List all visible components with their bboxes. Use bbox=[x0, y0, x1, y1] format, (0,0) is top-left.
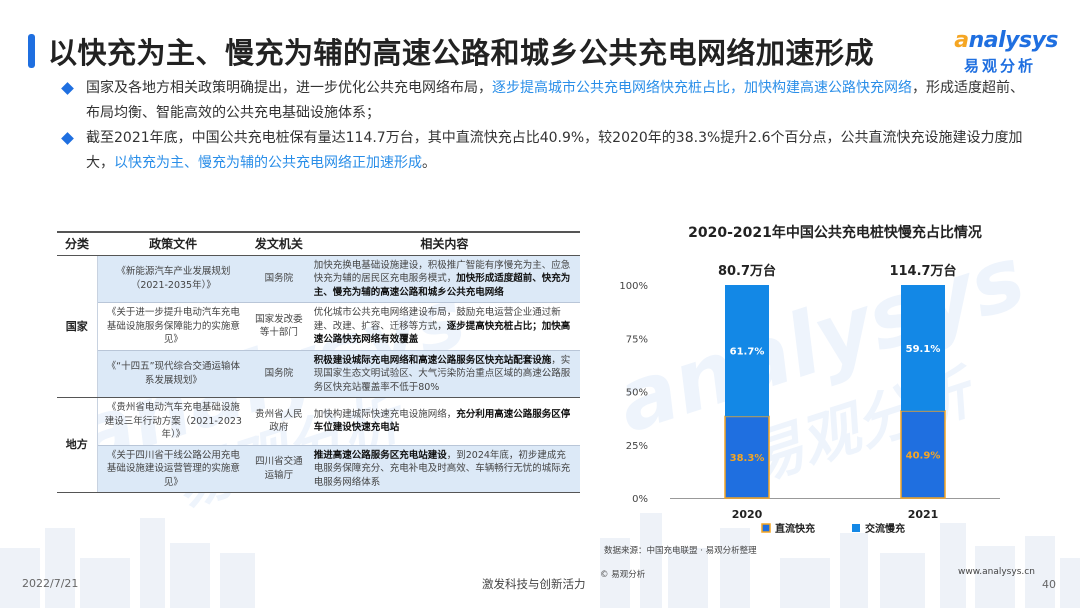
issuer-cell: 贵州省人民政府 bbox=[249, 397, 309, 446]
total-label: 80.7万台 bbox=[718, 263, 776, 279]
policy-table: 分类 政策文件 发文机关 相关内容 国家 《新能源汽车产业发展规划（2021-2… bbox=[57, 231, 580, 493]
content-bold: 推进高速公路服务区充电站建设 bbox=[313, 449, 447, 461]
chart-title: 2020-2021年中国公共充电桩快慢充占比情况 bbox=[688, 225, 982, 241]
brand-logo: analysys 易观分析 bbox=[938, 28, 1058, 80]
bullet-text: 国家及各地方相关政策明确提出，进一步优化公共充电网络布局， bbox=[86, 80, 492, 96]
summary-bullets: 国家及各地方相关政策明确提出，进一步优化公共充电网络布局，逐步提高城市公共充电网… bbox=[60, 76, 1025, 176]
content-tail: ，到2024年底，初步建成充电服务保障充分、充电补电及时高效、车辆畅行无忧的城际… bbox=[313, 449, 571, 488]
content-bold: 加快形成适度超前、快充为主、慢充为辅的高速公路和城乡公共充电网络 bbox=[313, 273, 571, 298]
content-tail: ，实现国家生态文明试验区、大气污染防治重点区域的高速公路服务区快充站覆盖率不低于… bbox=[313, 354, 571, 393]
issuer-cell: 国家发改委等十部门 bbox=[249, 302, 309, 351]
data-label: 40.9% bbox=[906, 450, 941, 461]
data-source: 数据来源：中国充电联盟 · 易观分析整理 bbox=[604, 546, 757, 556]
y-tick-label: 100% bbox=[619, 281, 648, 292]
column-header: 相关内容 bbox=[308, 231, 580, 256]
content-bold: 积极建设城际充电网络和高速公路服务区快充站配套设施 bbox=[313, 354, 552, 366]
logo-initial: a bbox=[954, 28, 969, 53]
category-cell: 地方 bbox=[57, 397, 98, 493]
content-bold: 逐步提高快充桩占比；加快高速公路快充网络有效覆盖 bbox=[313, 320, 571, 346]
bullet-highlight: 逐步提高城市公共充电网络快充桩占比，加快构建高速公路快充网络 bbox=[492, 80, 912, 96]
policy-doc-cell: 《关于进一步提升电动汽车充电基础设施服务保障能力的实施意见》 bbox=[97, 302, 250, 351]
footer-date: 2022/7/21 bbox=[22, 577, 79, 590]
table-row: 地方 《贵州省电动汽车充电基础设施建设三年行动方案（2021-2023年）》 贵… bbox=[57, 397, 580, 493]
y-tick-label: 50% bbox=[626, 388, 648, 399]
stacked-bar-chart: 0% 25% 50% 75% 100% 38.3% 61.7% 80.7万台 2020 40.9%… bbox=[619, 263, 1000, 535]
y-tick-label: 25% bbox=[626, 441, 648, 452]
content-cell: 优化城市公共充电网络建设布局，鼓励充电运营企业通过新建、改建、扩容、迁移等方式，… bbox=[308, 302, 580, 351]
page-number: 40 bbox=[1042, 578, 1056, 591]
data-label: 38.3% bbox=[730, 453, 765, 464]
content-cell: 积极建设城际充电网络和高速公路服务区快充站配套设施，实现国家生态文明试验区、大气… bbox=[308, 350, 580, 398]
footer-url: www.analysys.cn bbox=[958, 567, 1035, 577]
x-tick-label: 2020 bbox=[732, 508, 763, 521]
bullet-tail: ，形成适度超前、布局均衡、智能高效的公共充电基础设施体系； bbox=[86, 80, 1024, 121]
bullet-text: 截至2021年底，中国公共充电桩保有量达114.7万台，其中直流快充占比40.9… bbox=[86, 130, 1023, 171]
bar-segment bbox=[724, 415, 770, 499]
total-label: 114.7万台 bbox=[889, 263, 956, 279]
table-row: 《关于四川省干线公路公用充电基础设施建设运营管理的实施意见》 四川省交通运输厅 … bbox=[57, 445, 580, 493]
bullet-item: 国家及各地方相关政策明确提出，进一步优化公共充电网络布局，逐步提高城市公共充电网… bbox=[60, 76, 1025, 126]
logo-rest: nalysys bbox=[968, 28, 1059, 53]
logo-wordmark: analysys bbox=[938, 28, 1058, 53]
table-row: 《“十四五”现代综合交通运输体系发展规划》 国务院 积极建设城际充电网络和高速公… bbox=[57, 350, 580, 398]
legend-label: 直流快充 bbox=[775, 522, 815, 535]
policy-doc-cell: 《新能源汽车产业发展规划（2021-2035年）》 bbox=[97, 255, 250, 303]
y-tick-label: 0% bbox=[632, 494, 648, 505]
x-tick-label: 2021 bbox=[908, 508, 939, 521]
diamond-bullet-icon bbox=[61, 132, 74, 145]
legend-swatch bbox=[852, 524, 860, 532]
data-label: 59.1% bbox=[906, 344, 941, 355]
data-label: 61.7% bbox=[730, 347, 765, 358]
bar-segment bbox=[725, 285, 769, 417]
legend-swatch bbox=[761, 523, 771, 533]
column-header: 政策文件 bbox=[97, 231, 250, 256]
title-accent-bar bbox=[28, 34, 35, 68]
policy-doc-cell: 《关于四川省干线公路公用充电基础设施建设运营管理的实施意见》 bbox=[97, 445, 250, 493]
content-cell: 加快构建城际快速充电设施网络，充分利用高速公路服务区停车位建设快速充电站 bbox=[308, 397, 580, 446]
issuer-cell: 国务院 bbox=[249, 350, 309, 398]
issuer-cell: 四川省交通运输厅 bbox=[249, 445, 309, 493]
content-bold: 充分利用高速公路服务区停车位建设快速充电站 bbox=[313, 408, 571, 434]
copyright-text: © 易观分析 bbox=[600, 570, 646, 580]
content-cell: 加快充换电基础设施建设，积极推广智能有序慢充为主、应急快充为辅的居民区充电服务模… bbox=[308, 255, 580, 303]
page-title: 以快充为主、慢充为辅的高速公路和城乡公共充电网络加速形成 bbox=[48, 36, 875, 70]
y-tick-label: 75% bbox=[626, 334, 648, 345]
content-cell: 推进高速公路服务区充电站建设，到2024年底，初步建成充电服务保障充分、充电补电… bbox=[308, 445, 580, 493]
issuer-cell: 国务院 bbox=[249, 255, 309, 303]
diamond-bullet-icon bbox=[61, 82, 74, 95]
policy-doc-cell: 《“十四五”现代综合交通运输体系发展规划》 bbox=[97, 350, 250, 398]
table-row: 国家 《新能源汽车产业发展规划（2021-2035年）》 国务院 加快充换电基础… bbox=[57, 255, 580, 398]
logo-chinese: 易观分析 bbox=[963, 57, 1036, 75]
content-text: 优化城市公共充电网络建设布局，鼓励充电运营企业通过新建、改建、扩容、迁移等方式， bbox=[313, 307, 561, 332]
column-header: 发文机关 bbox=[249, 231, 309, 256]
content-text: 加快充换电基础设施建设，积极推广智能有序慢充为主、应急快充为辅的居民区充电服务模… bbox=[313, 259, 571, 285]
bullet-item: 截至2021年底，中国公共充电桩保有量达114.7万台，其中直流快充占比40.9… bbox=[60, 126, 1025, 176]
footer-slogan: 激发科技与创新活力 bbox=[482, 577, 586, 591]
policy-doc-cell: 《贵州省电动汽车充电基础设施建设三年行动方案（2021-2023年）》 bbox=[97, 397, 250, 446]
table-row: 《关于进一步提升电动汽车充电基础设施服务保障能力的实施意见》 国家发改委等十部门… bbox=[57, 302, 580, 351]
content-text: 加快构建城际快速充电设施网络， bbox=[313, 408, 457, 420]
category-cell: 国家 bbox=[57, 255, 98, 398]
bullet-tail: 。 bbox=[422, 155, 436, 171]
legend-label: 交流慢充 bbox=[865, 522, 905, 535]
table-header-row: 分类 政策文件 发文机关 相关内容 bbox=[57, 231, 580, 256]
column-header: 分类 bbox=[57, 231, 98, 256]
bullet-highlight: 以快充为主、慢充为辅的公共充电网络正加速形成 bbox=[114, 155, 422, 171]
bar-segment bbox=[901, 285, 945, 411]
